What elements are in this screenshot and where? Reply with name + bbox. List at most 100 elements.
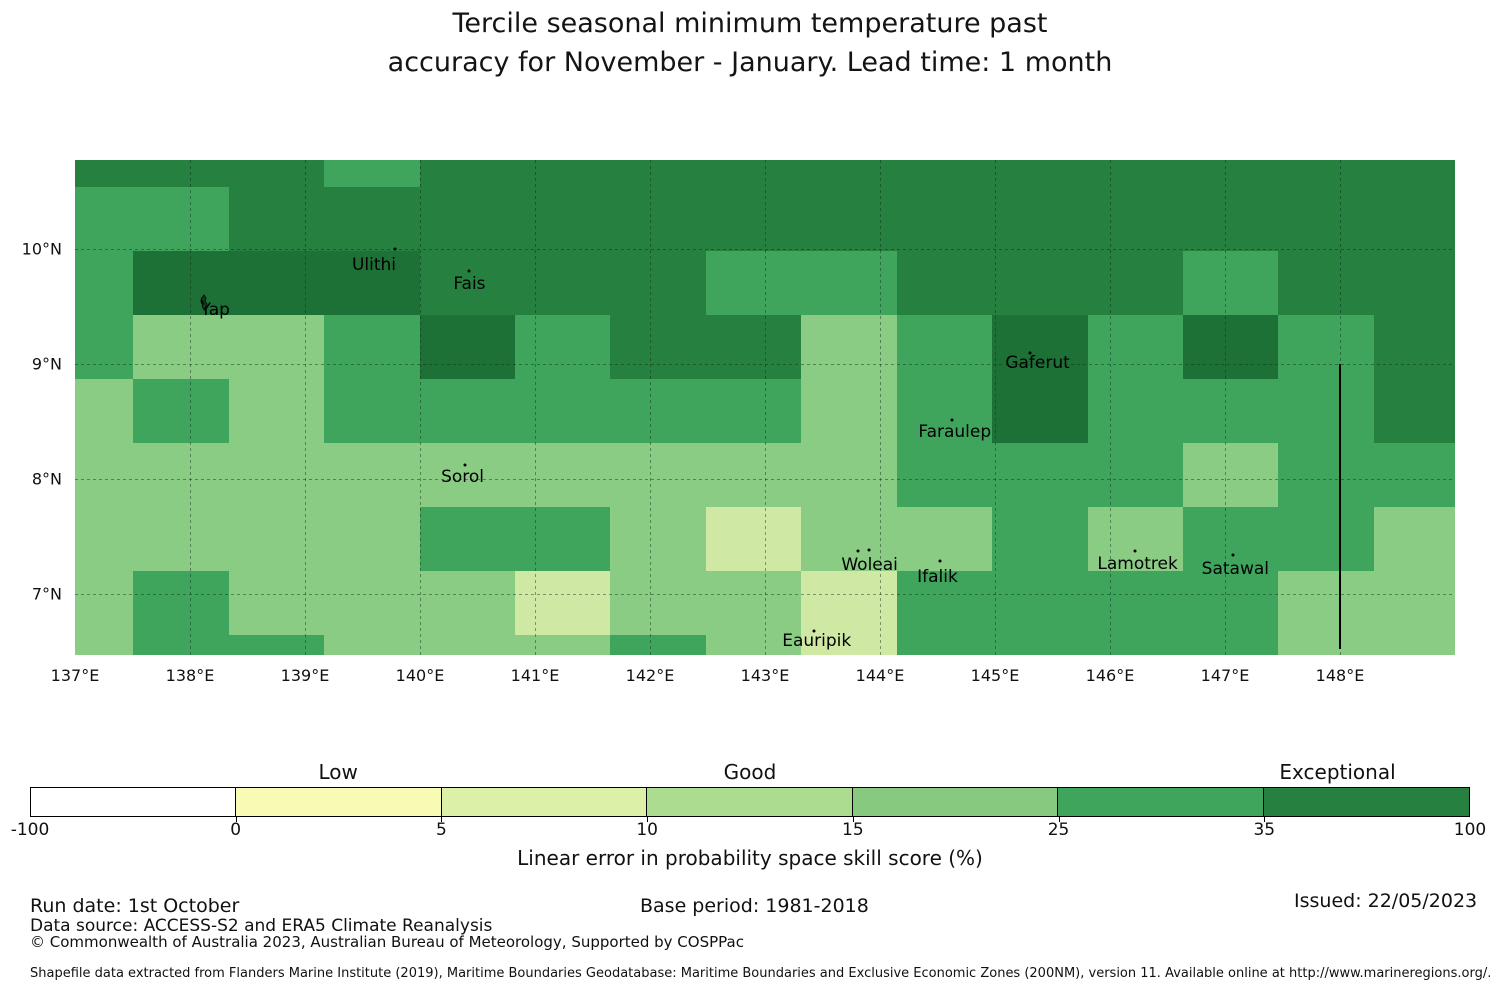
x-tick-label: 148°E xyxy=(1315,666,1365,685)
map-cell xyxy=(1278,315,1374,379)
map-cell xyxy=(897,635,992,655)
map-cell xyxy=(515,635,610,655)
map-cell xyxy=(133,379,229,443)
map-cell xyxy=(1183,251,1278,315)
footer-base-period: Base period: 1981-2018 xyxy=(640,895,869,917)
map-cell xyxy=(1278,251,1374,315)
footer-run-date: Run date: 1st October xyxy=(30,895,240,917)
x-tick-label: 141°E xyxy=(510,666,560,685)
map-cell xyxy=(801,315,897,379)
island-dot xyxy=(393,247,397,251)
title-line-2: accuracy for November - January. Lead ti… xyxy=(387,47,1113,78)
map-cell xyxy=(133,507,229,571)
map-cell xyxy=(1183,187,1278,251)
colorbar-segment xyxy=(647,788,853,816)
colorbar-tick-label: -100 xyxy=(10,820,50,840)
map-cell xyxy=(1278,571,1374,635)
colorbar-category-label: Low xyxy=(318,760,358,784)
map-cell xyxy=(229,507,324,571)
island-label: Gaferut xyxy=(1005,352,1070,373)
meridian-gridline xyxy=(535,160,536,655)
map-cell xyxy=(801,160,897,187)
map-cell xyxy=(229,635,324,655)
meridian-gridline xyxy=(1110,160,1111,655)
map-cell xyxy=(1183,507,1278,571)
meridian-gridline xyxy=(650,160,651,655)
colorbar-tick-mark xyxy=(441,817,443,822)
parallel-gridline xyxy=(75,594,1455,595)
colorbar-tick-mark xyxy=(235,817,237,822)
colorbar-category-label: Good xyxy=(723,760,777,784)
island-dot xyxy=(812,629,816,633)
map-cell xyxy=(1183,571,1278,635)
x-tick-label: 144°E xyxy=(855,666,905,685)
meridian-gridline xyxy=(880,160,881,655)
map-cell xyxy=(515,160,610,187)
footer-issued: Issued: 22/05/2023 xyxy=(1294,890,1478,912)
map-cell xyxy=(801,507,897,571)
map-cell xyxy=(610,160,706,187)
map-cell xyxy=(324,379,420,443)
map-cell xyxy=(75,635,133,655)
map-cell xyxy=(420,571,515,635)
map-cell xyxy=(1183,635,1278,655)
island-label: Woleai xyxy=(841,555,898,576)
map-cell xyxy=(75,160,133,187)
map-cell xyxy=(515,571,610,635)
map-cell xyxy=(229,443,324,507)
colorbar-segment xyxy=(1058,788,1264,816)
map-cell xyxy=(801,635,897,655)
map-cell xyxy=(1374,571,1455,635)
footer-data-source: Data source: ACCESS-S2 and ERA5 Climate … xyxy=(30,916,493,936)
map-cell xyxy=(420,443,515,507)
map-cell xyxy=(992,187,1088,251)
x-tick-label: 139°E xyxy=(280,666,330,685)
colorbar-tick-mark xyxy=(852,817,854,822)
island-dot xyxy=(950,418,954,422)
y-tick-label: 10°N xyxy=(21,239,62,259)
island-label: Ifalik xyxy=(917,566,958,587)
colorbar-tick-label: 15 xyxy=(842,820,864,840)
parallel-gridline xyxy=(75,249,1455,250)
map-cell xyxy=(133,251,229,315)
map-cell xyxy=(897,507,992,571)
map-cell xyxy=(1088,379,1183,443)
parallel-gridline xyxy=(75,364,1455,365)
map-cell xyxy=(610,315,706,379)
map-cell xyxy=(706,571,801,635)
map-cell xyxy=(133,443,229,507)
map-cell xyxy=(897,160,992,187)
y-tick-label: 9°N xyxy=(31,354,62,374)
map-cell xyxy=(1278,635,1374,655)
map-cell xyxy=(610,251,706,315)
map-cell xyxy=(992,443,1088,507)
map-cell xyxy=(706,187,801,251)
island-dot xyxy=(1133,549,1137,553)
map-cell xyxy=(610,507,706,571)
map-cell xyxy=(897,379,992,443)
map-cell xyxy=(1088,443,1183,507)
map-cell xyxy=(1088,507,1183,571)
island-label: Satawal xyxy=(1201,558,1270,579)
footer-copyright: © Commonwealth of Australia 2023, Austra… xyxy=(30,933,744,951)
map-cell xyxy=(1183,379,1278,443)
map-cell xyxy=(1088,315,1183,379)
map-cell xyxy=(324,635,420,655)
map-cell xyxy=(1183,443,1278,507)
island-label: Lamotrek xyxy=(1097,554,1178,575)
page-title: Tercile seasonal minimum temperature pas… xyxy=(0,4,1500,82)
y-tick-label: 7°N xyxy=(31,584,62,604)
map-cell xyxy=(992,571,1088,635)
map-cell xyxy=(515,507,610,571)
map-cell xyxy=(897,571,992,635)
map-cell xyxy=(515,379,610,443)
map-cell xyxy=(420,160,515,187)
island-label: Faraulep xyxy=(918,421,992,442)
map-cell xyxy=(992,251,1088,315)
x-tick-label: 147°E xyxy=(1200,666,1250,685)
map-cell xyxy=(420,251,515,315)
map-cell xyxy=(75,315,133,379)
map-cell xyxy=(801,571,897,635)
island-label: Sorol xyxy=(441,466,485,487)
map-cell xyxy=(420,635,515,655)
